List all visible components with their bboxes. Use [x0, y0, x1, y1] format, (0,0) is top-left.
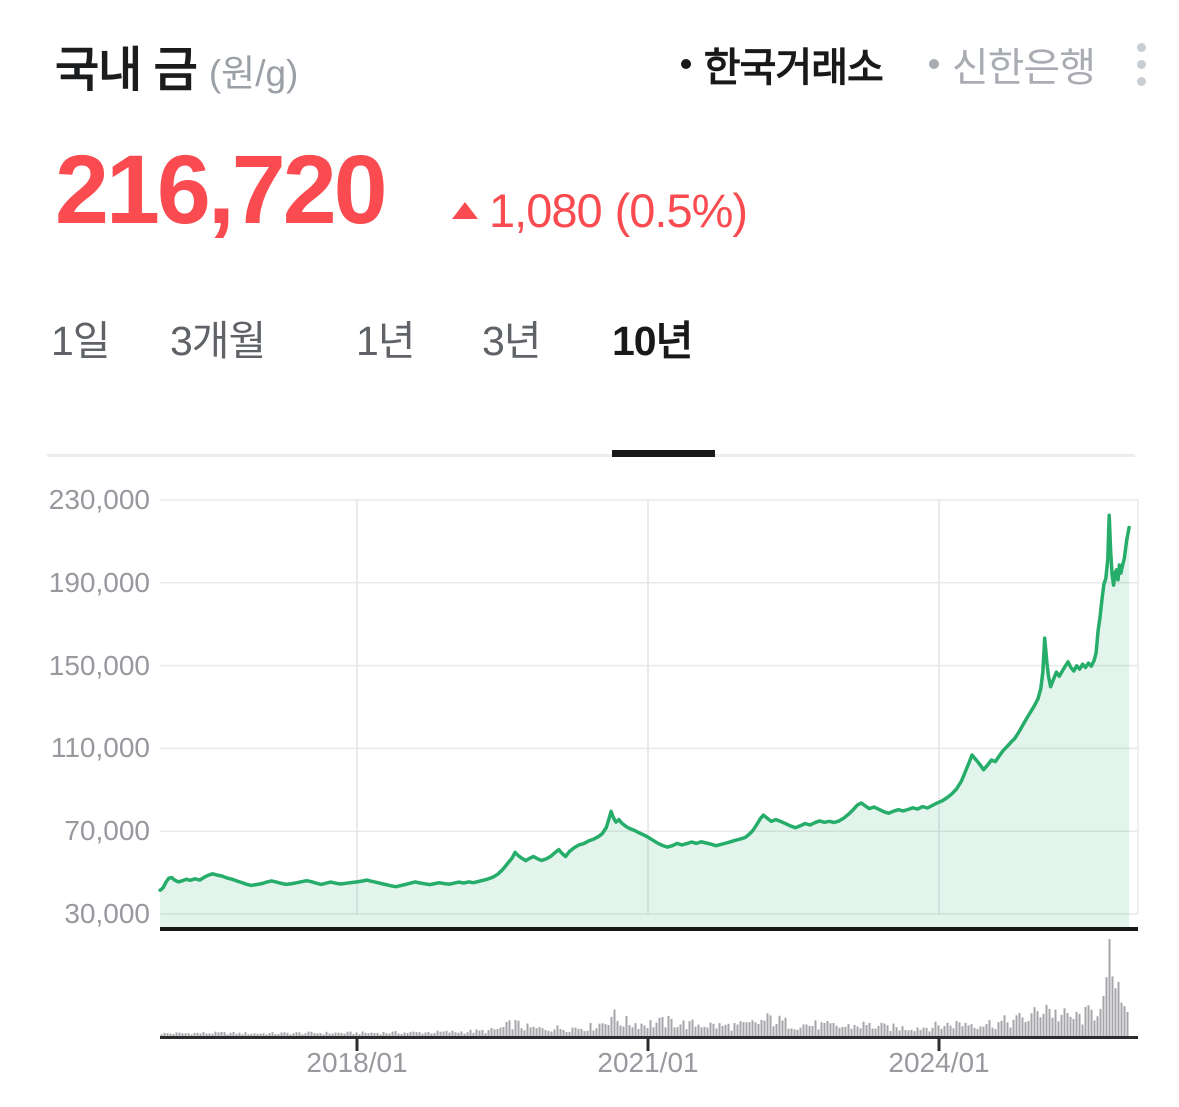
- header: 국내 금 (원/g): [55, 30, 298, 100]
- legend-label: 한국거래소: [703, 46, 884, 90]
- bullet-icon: [680, 59, 691, 69]
- tab-3years[interactable]: 3년: [482, 318, 542, 364]
- up-triangle-icon: [452, 201, 478, 219]
- legend-item-krx[interactable]: 한국거래소: [680, 35, 884, 93]
- tab-divider: [47, 454, 1135, 457]
- y-tick-label: 190,000: [48, 567, 150, 598]
- tab-3months[interactable]: 3개월: [170, 318, 266, 364]
- legend-label: 신한은행: [951, 46, 1096, 90]
- y-tick-label: 30,000: [64, 898, 150, 929]
- price-unit-label: (원/g): [208, 53, 299, 94]
- page-title: 국내 금: [55, 44, 198, 97]
- y-tick-label: 230,000: [48, 484, 150, 515]
- active-tab-underline: [612, 450, 715, 457]
- source-legend: 한국거래소 신한은행: [680, 35, 1146, 93]
- tab-1year[interactable]: 1년: [356, 318, 416, 364]
- x-tick-label: 2018/01: [306, 1047, 408, 1078]
- y-tick-label: 110,000: [50, 732, 150, 763]
- x-tick-label: 2021/01: [597, 1047, 699, 1078]
- y-tick-label: 150,000: [48, 650, 150, 681]
- tab-1day[interactable]: 1일: [51, 318, 111, 364]
- x-tick-label: 2024/01: [888, 1047, 990, 1078]
- current-price: 216,720: [55, 135, 388, 244]
- y-tick-label: 70,000: [64, 815, 150, 846]
- kebab-menu-icon[interactable]: [1137, 39, 1146, 90]
- price-change-value: 1,080: [489, 183, 603, 237]
- price-change-row: 1,080 (0.5%): [452, 184, 748, 237]
- bullet-icon: [928, 59, 939, 69]
- legend-item-shinhan[interactable]: 신한은행: [928, 35, 1096, 93]
- tab-10years[interactable]: 10년: [612, 318, 693, 364]
- price-change-percent: (0.5%): [614, 183, 748, 237]
